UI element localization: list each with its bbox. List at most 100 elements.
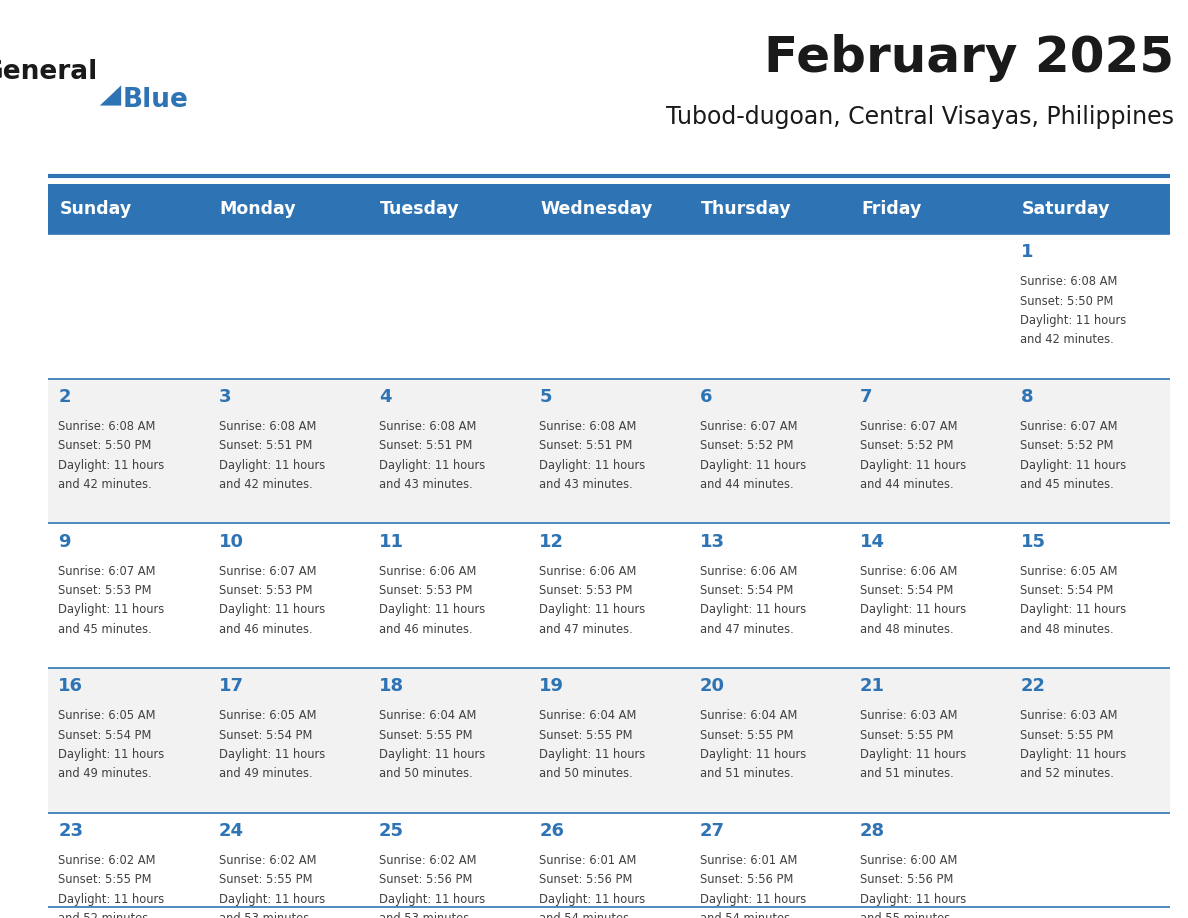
Text: 19: 19 bbox=[539, 677, 564, 695]
Text: Daylight: 11 hours: Daylight: 11 hours bbox=[1020, 314, 1126, 327]
Text: Sunday: Sunday bbox=[59, 200, 132, 218]
Bar bbox=[689, 379, 849, 523]
Text: and 47 minutes.: and 47 minutes. bbox=[700, 622, 794, 635]
Text: Sunset: 5:52 PM: Sunset: 5:52 PM bbox=[700, 440, 794, 453]
Text: Sunrise: 6:07 AM: Sunrise: 6:07 AM bbox=[860, 420, 958, 433]
Text: Sunrise: 6:08 AM: Sunrise: 6:08 AM bbox=[539, 420, 637, 433]
Text: Sunset: 5:53 PM: Sunset: 5:53 PM bbox=[219, 584, 312, 597]
Bar bbox=[849, 234, 1010, 379]
Bar bbox=[368, 812, 529, 918]
Text: Daylight: 11 hours: Daylight: 11 hours bbox=[539, 892, 645, 906]
Text: Sunset: 5:53 PM: Sunset: 5:53 PM bbox=[58, 584, 152, 597]
Text: 17: 17 bbox=[219, 677, 244, 695]
Bar bbox=[849, 668, 1010, 812]
Text: Sunrise: 6:08 AM: Sunrise: 6:08 AM bbox=[219, 420, 316, 433]
Bar bbox=[1010, 668, 1170, 812]
Bar bbox=[48, 668, 208, 812]
Text: Sunrise: 6:05 AM: Sunrise: 6:05 AM bbox=[58, 710, 156, 722]
Text: Sunrise: 6:06 AM: Sunrise: 6:06 AM bbox=[860, 565, 958, 577]
Text: Daylight: 11 hours: Daylight: 11 hours bbox=[379, 748, 485, 761]
Bar bbox=[849, 184, 1010, 234]
Text: Sunrise: 6:00 AM: Sunrise: 6:00 AM bbox=[860, 854, 958, 868]
Text: and 48 minutes.: and 48 minutes. bbox=[860, 622, 954, 635]
Text: and 49 minutes.: and 49 minutes. bbox=[58, 767, 152, 780]
Text: 13: 13 bbox=[700, 532, 725, 551]
Bar bbox=[689, 234, 849, 379]
Text: Sunset: 5:50 PM: Sunset: 5:50 PM bbox=[58, 440, 152, 453]
Bar bbox=[48, 234, 208, 379]
Text: and 50 minutes.: and 50 minutes. bbox=[539, 767, 633, 780]
Text: Monday: Monday bbox=[220, 200, 296, 218]
Bar bbox=[1010, 523, 1170, 668]
Text: 8: 8 bbox=[1020, 388, 1034, 406]
Bar bbox=[208, 668, 368, 812]
Text: Sunset: 5:54 PM: Sunset: 5:54 PM bbox=[700, 584, 794, 597]
Text: Sunrise: 6:03 AM: Sunrise: 6:03 AM bbox=[860, 710, 958, 722]
Text: Sunset: 5:54 PM: Sunset: 5:54 PM bbox=[860, 584, 954, 597]
Text: Sunset: 5:51 PM: Sunset: 5:51 PM bbox=[379, 440, 473, 453]
Text: Sunset: 5:55 PM: Sunset: 5:55 PM bbox=[1020, 729, 1114, 742]
Text: and 55 minutes.: and 55 minutes. bbox=[860, 912, 954, 918]
Bar bbox=[208, 184, 368, 234]
Text: Daylight: 11 hours: Daylight: 11 hours bbox=[219, 892, 324, 906]
Bar bbox=[529, 668, 689, 812]
Text: Sunrise: 6:06 AM: Sunrise: 6:06 AM bbox=[700, 565, 797, 577]
Text: Sunrise: 6:05 AM: Sunrise: 6:05 AM bbox=[219, 710, 316, 722]
Text: 14: 14 bbox=[860, 532, 885, 551]
Bar bbox=[529, 234, 689, 379]
Text: Sunset: 5:54 PM: Sunset: 5:54 PM bbox=[1020, 584, 1114, 597]
Text: 16: 16 bbox=[58, 677, 83, 695]
Bar bbox=[1010, 812, 1170, 918]
Bar bbox=[1010, 234, 1170, 379]
Polygon shape bbox=[100, 85, 121, 106]
Text: Sunset: 5:51 PM: Sunset: 5:51 PM bbox=[539, 440, 633, 453]
Bar bbox=[1010, 379, 1170, 523]
Text: Daylight: 11 hours: Daylight: 11 hours bbox=[700, 459, 805, 472]
Text: Sunrise: 6:08 AM: Sunrise: 6:08 AM bbox=[58, 420, 156, 433]
Text: 2: 2 bbox=[58, 388, 71, 406]
Text: and 50 minutes.: and 50 minutes. bbox=[379, 767, 473, 780]
Text: Daylight: 11 hours: Daylight: 11 hours bbox=[219, 603, 324, 616]
Text: Sunrise: 6:06 AM: Sunrise: 6:06 AM bbox=[539, 565, 637, 577]
Text: Sunrise: 6:04 AM: Sunrise: 6:04 AM bbox=[539, 710, 637, 722]
Text: Sunset: 5:52 PM: Sunset: 5:52 PM bbox=[860, 440, 954, 453]
Bar bbox=[529, 523, 689, 668]
Text: Sunset: 5:56 PM: Sunset: 5:56 PM bbox=[700, 873, 794, 887]
Text: and 43 minutes.: and 43 minutes. bbox=[539, 478, 633, 491]
Text: Tuesday: Tuesday bbox=[380, 200, 460, 218]
Text: General: General bbox=[0, 60, 97, 85]
Text: Daylight: 11 hours: Daylight: 11 hours bbox=[1020, 748, 1126, 761]
Text: Daylight: 11 hours: Daylight: 11 hours bbox=[700, 748, 805, 761]
Bar bbox=[368, 668, 529, 812]
Text: Sunset: 5:55 PM: Sunset: 5:55 PM bbox=[860, 729, 954, 742]
Text: 23: 23 bbox=[58, 822, 83, 840]
Text: 4: 4 bbox=[379, 388, 392, 406]
Text: 9: 9 bbox=[58, 532, 71, 551]
Text: Friday: Friday bbox=[861, 200, 922, 218]
Text: 27: 27 bbox=[700, 822, 725, 840]
Bar bbox=[689, 812, 849, 918]
Text: February 2025: February 2025 bbox=[764, 34, 1174, 82]
Text: and 45 minutes.: and 45 minutes. bbox=[1020, 478, 1114, 491]
Text: and 46 minutes.: and 46 minutes. bbox=[379, 622, 473, 635]
Text: 24: 24 bbox=[219, 822, 244, 840]
Bar bbox=[48, 523, 208, 668]
Text: Sunset: 5:51 PM: Sunset: 5:51 PM bbox=[219, 440, 312, 453]
Bar bbox=[48, 812, 208, 918]
Text: Daylight: 11 hours: Daylight: 11 hours bbox=[860, 459, 966, 472]
Text: and 42 minutes.: and 42 minutes. bbox=[58, 478, 152, 491]
Text: Daylight: 11 hours: Daylight: 11 hours bbox=[219, 459, 324, 472]
Text: Sunrise: 6:03 AM: Sunrise: 6:03 AM bbox=[1020, 710, 1118, 722]
Bar bbox=[368, 184, 529, 234]
Text: 28: 28 bbox=[860, 822, 885, 840]
Text: and 42 minutes.: and 42 minutes. bbox=[219, 478, 312, 491]
Text: 21: 21 bbox=[860, 677, 885, 695]
Text: Daylight: 11 hours: Daylight: 11 hours bbox=[860, 892, 966, 906]
Text: Daylight: 11 hours: Daylight: 11 hours bbox=[58, 892, 164, 906]
Text: Sunrise: 6:07 AM: Sunrise: 6:07 AM bbox=[700, 420, 797, 433]
Text: Sunset: 5:56 PM: Sunset: 5:56 PM bbox=[539, 873, 633, 887]
Text: and 49 minutes.: and 49 minutes. bbox=[219, 767, 312, 780]
Bar bbox=[1010, 184, 1170, 234]
Text: and 44 minutes.: and 44 minutes. bbox=[860, 478, 954, 491]
Text: Daylight: 11 hours: Daylight: 11 hours bbox=[860, 603, 966, 616]
